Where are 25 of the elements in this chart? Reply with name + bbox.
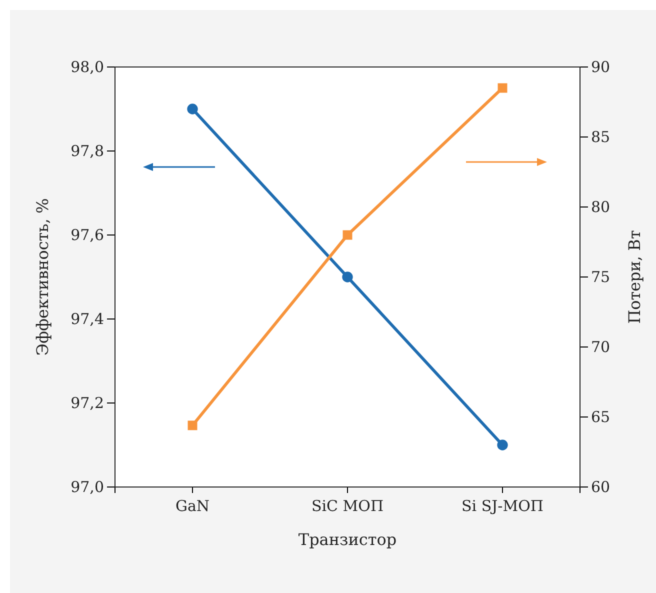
y-axis-title: Эффективность, % <box>33 198 52 356</box>
y2-tick-label: 60 <box>591 478 610 496</box>
y2-tick-label: 85 <box>591 128 610 146</box>
point <box>497 440 508 450</box>
y-tick-label: 97,2 <box>70 394 104 412</box>
y2-tick-label: 75 <box>591 268 610 286</box>
y2-tick-label: 80 <box>591 198 610 216</box>
x-tick-label: SiC МОП <box>311 497 384 515</box>
y2-tick-label: 65 <box>591 408 610 426</box>
y-tick-label: 97,4 <box>70 310 104 328</box>
x-tick-label: Si SJ-МОП <box>462 497 544 515</box>
y-tick-label: 98,0 <box>70 58 104 76</box>
point <box>188 420 198 430</box>
x-tick-label: GaN <box>175 497 210 515</box>
y-tick-label: 97,8 <box>70 142 104 160</box>
y-tick-label: 97,0 <box>70 478 104 496</box>
point <box>342 272 353 282</box>
y-tick-label: 97,6 <box>70 226 104 244</box>
y2-tick-label: 70 <box>591 338 610 356</box>
point <box>187 104 198 114</box>
point <box>342 230 352 240</box>
point <box>498 83 508 93</box>
y2-axis-title: Потери, Вт <box>625 230 644 324</box>
y2-tick-label: 90 <box>591 58 610 76</box>
x-axis-title: Транзистор <box>298 530 397 549</box>
